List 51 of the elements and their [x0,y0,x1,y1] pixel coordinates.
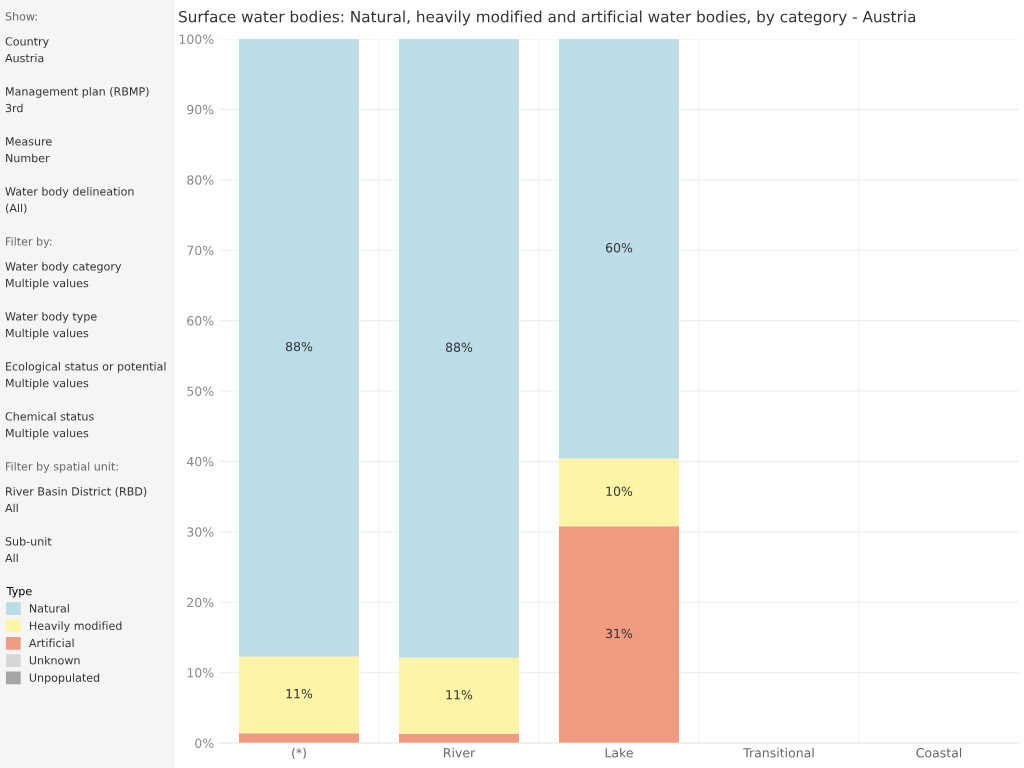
y-tick-label: 40% [186,456,214,467]
legend-label: Artificial [28,638,74,648]
text: Ecological status or potential Multiple values [6,362,166,390]
y-tick-label: 10% [187,668,214,678]
legend-title: Type [6,587,32,598]
bar [399,39,519,658]
chart-title: Surface water bodies: Natural, heavily modified and artificial water bodies, by category - Austria [179,10,916,26]
y-tick-label: 20% [187,597,214,608]
text: Filter by spatial unit: [6,462,118,473]
y-tick-label: 0% [195,738,214,748]
data-label: 31% [606,628,633,639]
text: Sub-unit All [5,537,52,563]
bar [239,733,359,743]
x-tick-label: River [444,747,476,758]
legend-label: Natural [29,603,69,613]
text: River Basin District (RBD) All [5,487,147,513]
data-label: 11% [286,688,313,699]
text: Management plan (RBMP) 3rd [5,87,149,113]
text: Water body delineation (All) [5,187,134,214]
data-label: 88% [285,341,313,352]
bar [399,657,519,734]
bar [239,39,359,657]
bar [559,39,679,459]
x-tick-label: (*) [292,747,306,760]
bar [239,656,359,734]
data-label: 10% [606,486,633,496]
y-tick-label: 30% [187,527,214,537]
y-tick-label: 50% [187,386,214,396]
y-tick-label: 100% [179,34,214,44]
bar [559,458,679,527]
text: Chemical status Multiple values [5,412,94,440]
text: Show: [5,12,37,21]
text: Country Austria [5,37,49,63]
legend-label: Unknown [29,655,80,665]
text: Measure Number [6,137,52,163]
data-label: 60% [605,242,633,253]
text: Water body category Multiple values [5,262,122,290]
data-label: 88% [445,342,473,353]
legend-label: Heavily modified [29,621,122,633]
y-tick-label: 80% [187,175,214,185]
bar [559,526,679,743]
x-tick-label: Coastal [916,747,962,758]
data-label: 11% [446,690,473,700]
y-tick-label: 90% [187,104,214,115]
text: Filter by: [6,237,52,248]
text: Water body type Multiple values [5,312,97,340]
legend-label: Unpopulated [29,673,100,684]
y-tick-label: 60% [187,316,214,326]
x-tick-label: Lake [605,747,633,758]
y-tick-label: 70% [187,245,214,256]
x-tick-label: Transitional [743,747,814,758]
